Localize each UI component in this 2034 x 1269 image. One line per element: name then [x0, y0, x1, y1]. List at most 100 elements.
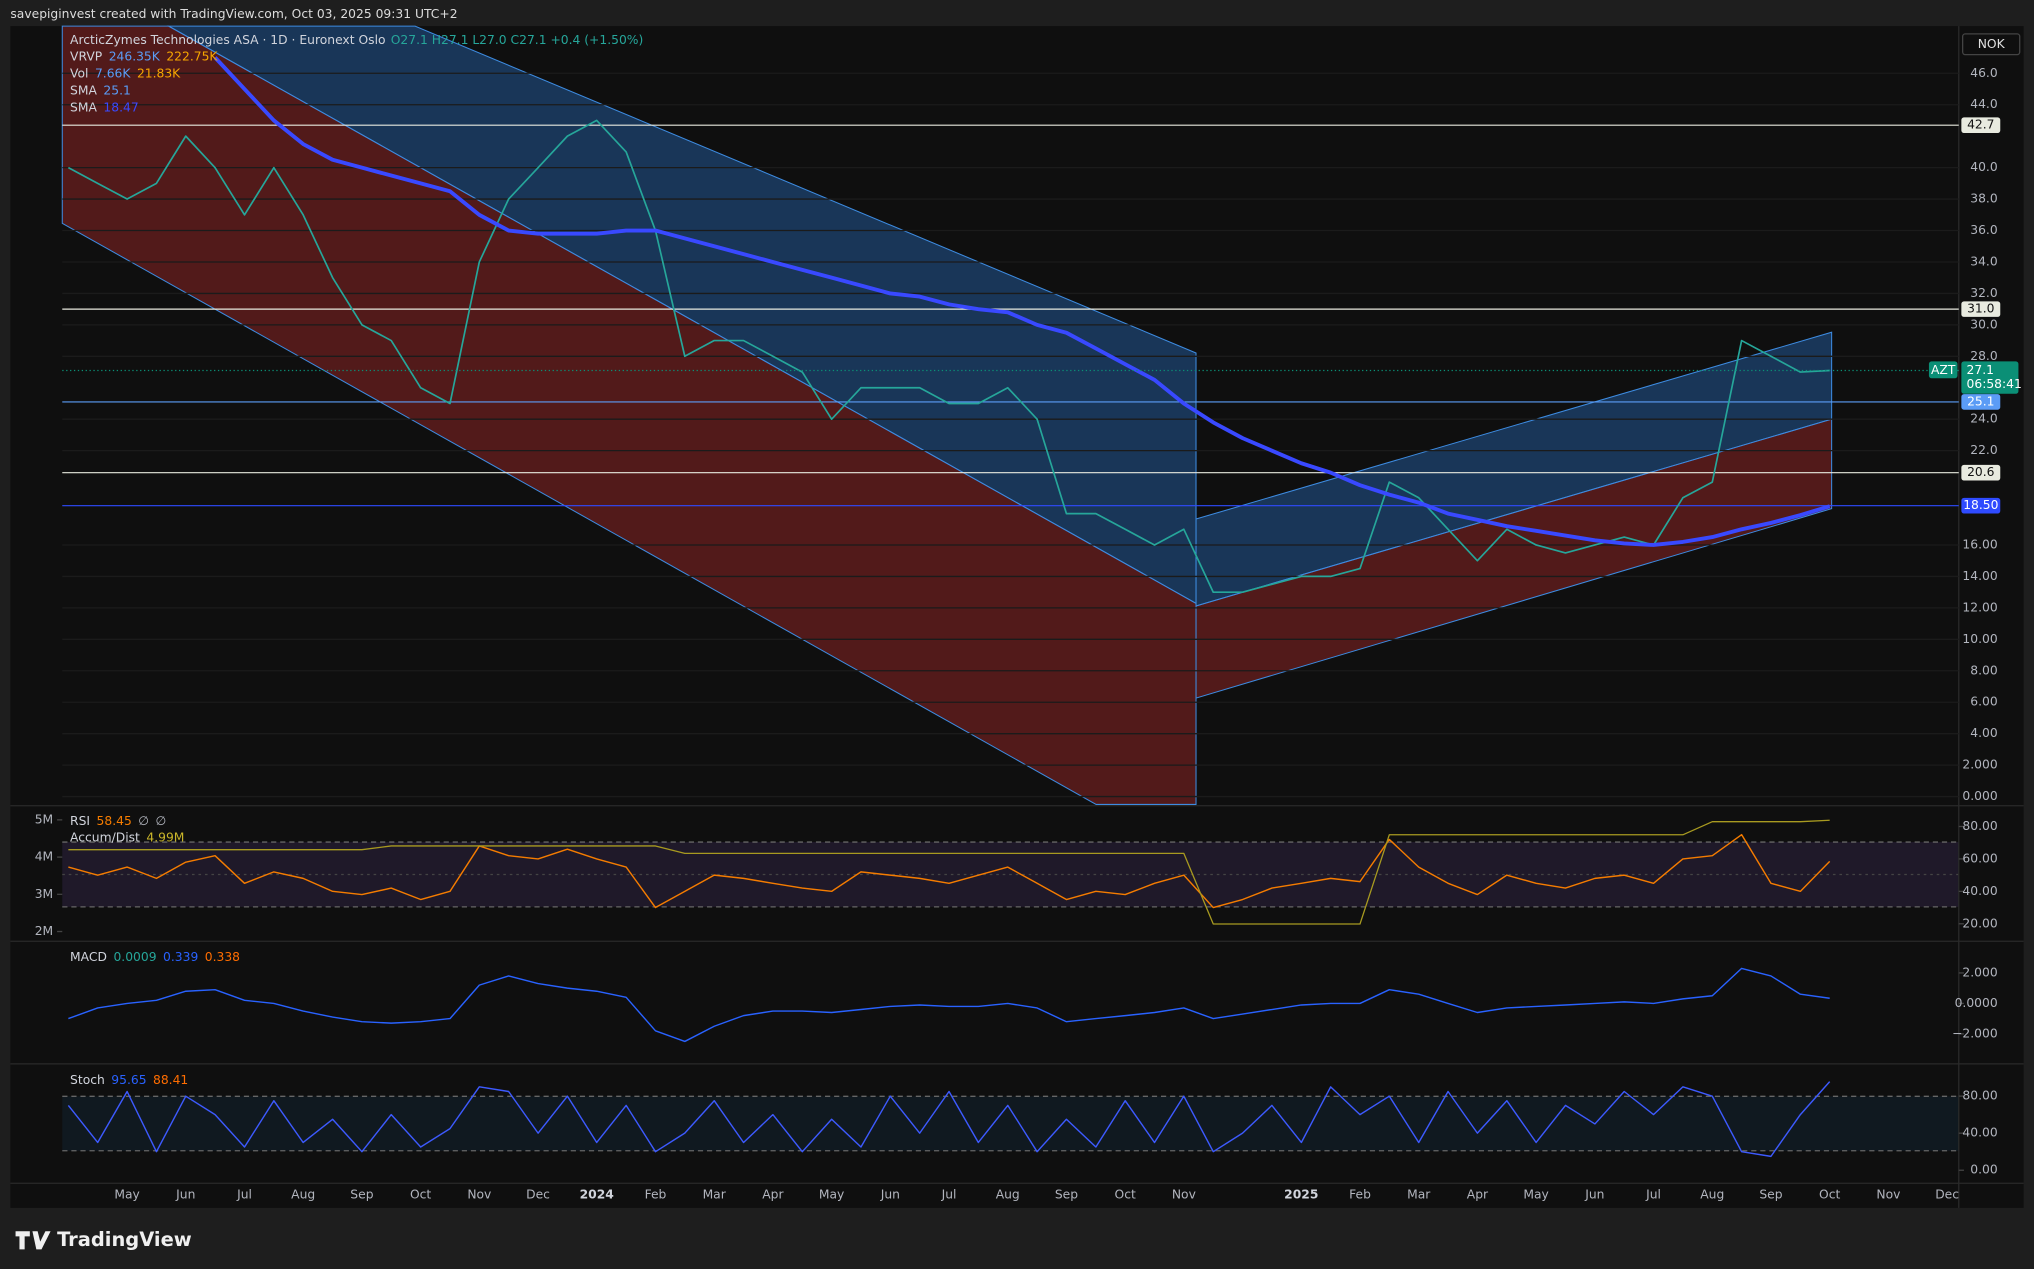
x-tick-label: Aug	[291, 1187, 315, 1201]
x-tick-label: Mar	[1407, 1187, 1431, 1201]
series-line	[68, 819, 1830, 925]
level-label: 42.7	[1967, 118, 1994, 132]
legend-value: ∅	[138, 814, 149, 828]
currency-box[interactable]	[1962, 33, 2021, 56]
countdown: 06:58:41	[1967, 377, 2022, 391]
header: savepiginvest created with TradingView.c…	[10, 7, 457, 21]
y-tick-label: 80.00	[1962, 1089, 1997, 1103]
level-badge	[1961, 301, 2001, 317]
legend-value: 246.35K	[109, 50, 161, 64]
x-tick-label: Aug	[1700, 1187, 1724, 1201]
channel-lower	[61, 25, 1197, 805]
x-tick-label: Nov	[467, 1187, 491, 1201]
y-tick-label: 60.00	[1962, 851, 1997, 865]
y-tick-label: 40.00	[1962, 884, 1997, 898]
level-badge	[1961, 394, 2001, 410]
y2-tick-label: 2M	[35, 924, 53, 938]
x-tick-label: Jul	[1645, 1187, 1661, 1201]
drawings	[10, 25, 2024, 1208]
y-tick-label: 38.0	[1970, 192, 1998, 206]
y-tick-label: 28.0	[1970, 349, 1998, 363]
up-channel-lower	[1195, 418, 1833, 699]
x-tick-label: Sep	[1759, 1187, 1782, 1201]
y-tick-label: 46.0	[1970, 66, 1998, 80]
x-tick-label: May	[114, 1187, 139, 1201]
y-tick-label: 40.00	[1962, 1126, 1997, 1140]
y-tick-label: 4.00	[1970, 726, 1998, 740]
y-tick-label: 36.0	[1970, 223, 1998, 237]
legend-value: 0.338	[205, 950, 240, 964]
y-tick-label: 22.0	[1970, 443, 1998, 457]
series-line	[68, 833, 1831, 909]
y-tick-label: 8.00	[1970, 663, 1998, 677]
x-tick-label: Jun	[1584, 1187, 1604, 1201]
x-tick-label: Jun	[880, 1187, 900, 1201]
legend-value: 0.339	[163, 950, 198, 964]
y-tick-label: 34.0	[1970, 254, 1998, 268]
legend-label: SMA	[70, 83, 97, 97]
y2-tick-label: 3M	[35, 887, 53, 901]
x-tick-label: Dec	[526, 1187, 550, 1201]
x-tick-label: Feb	[1349, 1187, 1371, 1201]
y-tick-label: 12.00	[1962, 600, 1997, 614]
legend-value: 18.47	[103, 100, 138, 114]
legend-value: 7.66K	[95, 67, 131, 81]
x-tick-label: Jul	[941, 1187, 957, 1201]
y-tick-label: 80.00	[1962, 819, 1997, 833]
y2-tick-label: 5M	[35, 812, 53, 826]
y-tick-label: 10.00	[1962, 632, 1997, 646]
y-tick-label: 24.0	[1970, 412, 1998, 426]
series-line	[68, 967, 1830, 1043]
y-tick-label: 32.0	[1970, 286, 1998, 300]
stoch-band	[62, 1096, 1959, 1151]
x-tick-label: Jul	[236, 1187, 252, 1201]
legend-label: SMA	[70, 100, 97, 114]
y2-tick-label: 4M	[35, 850, 53, 864]
level-label: 25.1	[1967, 394, 1994, 408]
brand: TradingView	[57, 1228, 192, 1251]
legend-label: VRVP	[70, 50, 102, 64]
level-badge	[1961, 117, 2001, 133]
level-badge	[1961, 464, 2001, 481]
symbol: AZT	[1931, 363, 1956, 377]
y-tick-label: 0.00	[1970, 1163, 1998, 1177]
legend-value: 0.0009	[113, 950, 156, 964]
currency: NOK	[1978, 37, 2006, 51]
series-line	[67, 1081, 1831, 1158]
legend-value: 222.75K	[166, 50, 218, 64]
x-tick-label: Sep	[350, 1187, 373, 1201]
y-tick-label: 40.0	[1970, 160, 1998, 174]
price-badge	[1961, 361, 2019, 394]
x-tick-label: Sep	[1055, 1187, 1078, 1201]
legend-label: Vol	[70, 67, 88, 81]
x-tick-label: Feb	[645, 1187, 667, 1201]
symbol-badge	[1928, 361, 1958, 379]
y-tick-label: 16.00	[1962, 537, 1997, 551]
y-tick-label: 2.000	[1962, 965, 1997, 979]
x-tick-label: Apr	[1467, 1187, 1489, 1201]
y-tick-label: 0.000	[1962, 789, 1997, 803]
legend-value: 25.1	[103, 83, 130, 97]
y-tick-label: 30.0	[1970, 317, 1998, 331]
y-tick-label: 20.00	[1962, 916, 1997, 930]
series-line	[67, 119, 1830, 594]
level-label: 31.0	[1967, 302, 1995, 316]
series-line	[213, 56, 1831, 547]
x-tick-label: May	[819, 1187, 844, 1201]
legend-label: MACD	[70, 950, 107, 964]
level-label: 20.6	[1967, 465, 1995, 479]
legend-value: 95.65	[111, 1073, 146, 1087]
x-tick-label: May	[1523, 1187, 1548, 1201]
logo	[15, 1231, 51, 1250]
legend-value: 88.41	[153, 1073, 188, 1087]
level-badge	[1961, 497, 2001, 514]
x-tick-label: Oct	[1819, 1187, 1840, 1201]
chart-title: ArcticZymes Technologies ASA · 1D · Euro…	[70, 33, 385, 47]
x-tick-label: Oct	[410, 1187, 431, 1201]
x-tick-label: Dec	[1935, 1187, 1959, 1201]
x-tick-label: Oct	[1115, 1187, 1136, 1201]
x-tick-label: Nov	[1876, 1187, 1900, 1201]
y-tick-label: 6.00	[1970, 695, 1998, 709]
